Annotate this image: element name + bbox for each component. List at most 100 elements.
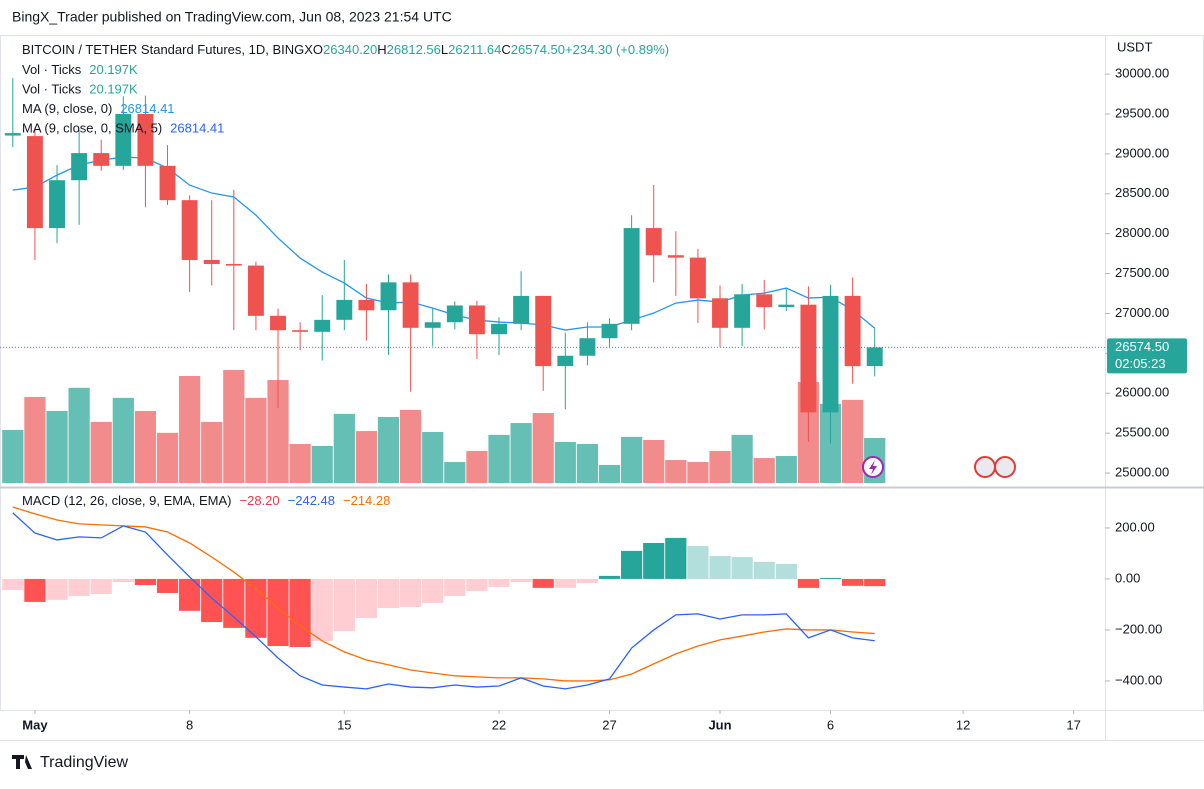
volume-bar (24, 396, 46, 483)
logo-mark (12, 755, 32, 769)
indicator-legend: MA (9, close, 0) 26814.41 (22, 101, 175, 116)
volume-bar (289, 443, 311, 483)
publish-header: BingX_Trader published on TradingView.co… (12, 9, 452, 25)
candle-body (270, 315, 286, 331)
indicator-name: MA (9, close, 0, SMA, 5) (22, 121, 162, 136)
y-tick-label: 28500.00 (1115, 185, 1169, 200)
histogram-bar (643, 542, 665, 579)
candle-body (513, 295, 530, 324)
ohlc-value: 26574.50 (511, 42, 565, 57)
macd-value: −214.28 (343, 493, 390, 508)
y-tick-label: 28000.00 (1115, 225, 1169, 240)
volume-bar (775, 456, 797, 483)
event-bolt (869, 460, 877, 475)
histogram-bar (46, 578, 68, 600)
flag-icon[interactable] (994, 456, 1016, 478)
volume-bar (731, 434, 753, 483)
volume-bar (665, 460, 687, 483)
volume-bar (554, 441, 576, 483)
histogram-bar (709, 555, 731, 579)
indicator-name: Vol · Ticks (22, 62, 82, 77)
candle-body (601, 323, 618, 339)
candle-body (159, 165, 176, 201)
histogram-bar (90, 578, 112, 594)
volume-bar (179, 376, 201, 483)
histogram-bar (576, 578, 599, 584)
ma-line (12, 156, 876, 331)
y-tick-label: 29000.00 (1115, 145, 1169, 160)
indicator-name: MA (9, close, 0) (22, 101, 112, 116)
macd-value: −242.48 (288, 493, 335, 508)
histogram-bar (112, 578, 134, 583)
ohlc-value: 26211.64 (448, 42, 501, 57)
ohlc-key: O (313, 42, 323, 57)
x-tick-label: 27 (602, 717, 616, 732)
volume-bar (576, 443, 599, 483)
histogram-bar (68, 578, 90, 597)
histogram-bar (134, 578, 157, 586)
candle-body (247, 265, 264, 316)
histogram-bar (267, 578, 289, 647)
histogram-bar (819, 577, 842, 579)
candle-body (26, 136, 43, 229)
y-tick-label: −400.00 (1115, 672, 1162, 687)
candle-body (380, 282, 397, 311)
histogram-bar (377, 578, 400, 609)
candle-body (844, 295, 861, 367)
candle-body (203, 259, 220, 264)
candle-body (712, 298, 728, 328)
volume-bar (311, 446, 333, 483)
histogram-bar (466, 578, 488, 591)
candle-body (402, 282, 419, 328)
histogram-bar (444, 578, 466, 597)
x-tick-label: 17 (1066, 717, 1080, 732)
histogram-bar (311, 578, 333, 641)
indicator-name: Vol · Ticks (22, 82, 82, 97)
flag-icon[interactable] (974, 456, 996, 478)
candle-body (800, 304, 817, 413)
indicator-value: 26814.41 (120, 101, 174, 116)
histogram-bar (156, 578, 179, 593)
x-tick-label: 22 (492, 717, 506, 732)
volume-bar (687, 462, 709, 483)
candle-body (579, 338, 596, 356)
y-tick-label: 25500.00 (1115, 425, 1169, 440)
countdown-label: 02:05:23 (1115, 356, 1166, 371)
y-tick-label: −200.00 (1115, 621, 1162, 636)
axis-unit: USDT (1117, 39, 1152, 54)
candle-body (71, 153, 88, 181)
volume-bar (488, 434, 510, 483)
candle-body (292, 330, 309, 332)
histogram-bar (400, 578, 422, 607)
volume-bar (532, 413, 554, 483)
volume-bar (466, 450, 488, 483)
volume-bar (643, 439, 665, 483)
candle-body (424, 322, 441, 328)
y-tick-label: 200.00 (1115, 519, 1155, 534)
volume-bar (444, 462, 466, 483)
histogram-bar (201, 578, 223, 623)
volume-bar (46, 411, 68, 483)
ohlc-value: 26812.56 (387, 42, 441, 57)
histogram-bar (665, 537, 687, 579)
y-tick-label: 27500.00 (1115, 265, 1169, 280)
footer-brand: TradingView (40, 754, 128, 771)
candle-body (115, 113, 132, 166)
indicator-legend: MA (9, close, 0, SMA, 5) 26814.41 (22, 121, 224, 136)
signal-line (12, 506, 875, 682)
indicator-legend: Vol · Ticks 20.197K (22, 62, 138, 77)
ohlc-key: L (441, 42, 448, 57)
y-tick-label: 25000.00 (1115, 464, 1169, 479)
candle-body (468, 305, 485, 335)
x-tick-label: 6 (827, 717, 834, 732)
histogram-bar (223, 578, 245, 628)
ohlc-value: 26340.20 (323, 42, 377, 57)
y-tick-label: 27000.00 (1115, 305, 1169, 320)
y-tick-label: 30000.00 (1115, 66, 1169, 81)
candle-body (822, 295, 839, 413)
volume-bar (90, 421, 112, 483)
candle-body (734, 294, 751, 328)
y-tick-label: 0.00 (1115, 570, 1140, 585)
volume-bar (753, 458, 775, 483)
x-tick-label: 12 (956, 717, 970, 732)
